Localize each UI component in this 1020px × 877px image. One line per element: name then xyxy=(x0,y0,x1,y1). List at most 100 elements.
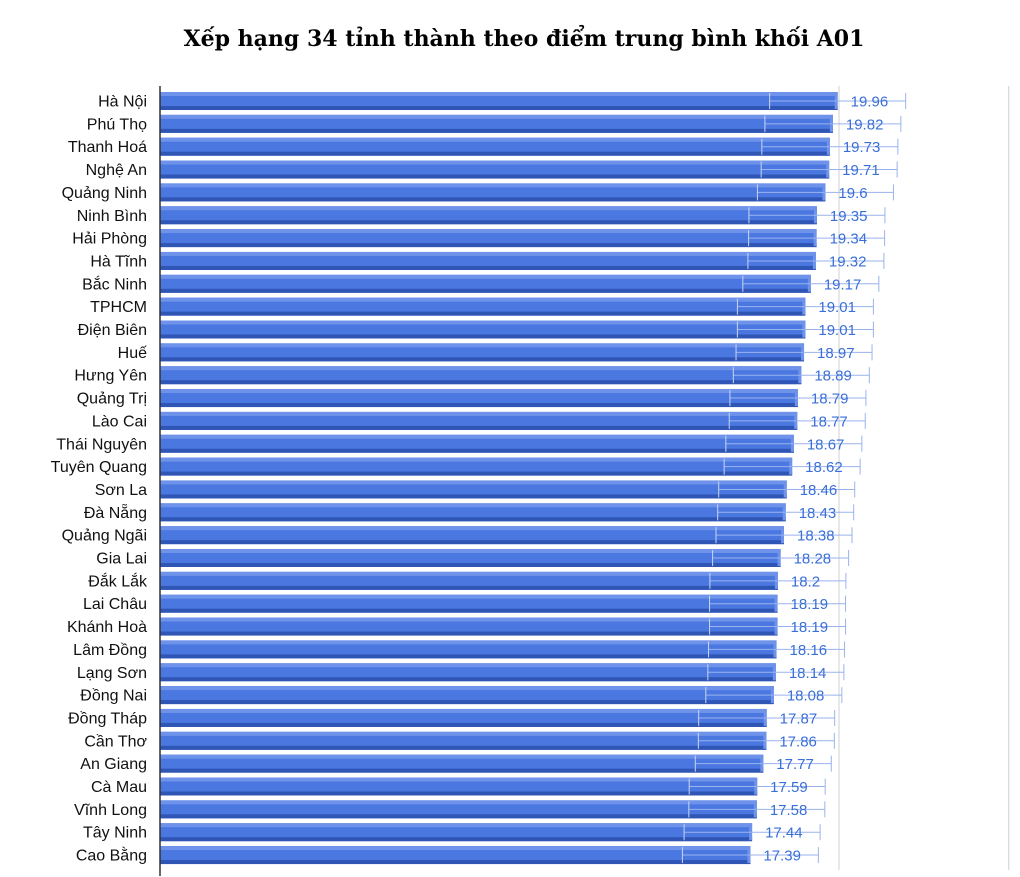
bar-shadow xyxy=(160,585,778,590)
bar-shadow xyxy=(160,380,802,385)
bar-shadow xyxy=(160,608,778,613)
bar-highlight xyxy=(160,526,785,531)
bar xyxy=(160,640,777,659)
category-label: Cà Mau xyxy=(91,779,147,796)
category-label: Hà Tĩnh xyxy=(90,253,147,270)
value-label: 19.82 xyxy=(846,116,884,133)
value-label: 17.39 xyxy=(763,848,801,865)
bar xyxy=(160,229,817,248)
bar-shadow xyxy=(160,197,826,202)
bar xyxy=(160,92,838,110)
bar-shadow xyxy=(160,288,811,293)
bar-highlight xyxy=(160,343,805,348)
category-label: Đà Nẵng xyxy=(84,503,147,522)
bar-shadow xyxy=(160,860,751,865)
category-label: Hà Nội xyxy=(98,94,147,111)
value-label: 19.6 xyxy=(838,185,867,202)
category-label: Tuyên Quang xyxy=(51,459,147,476)
category-label: Lạng Sơn xyxy=(77,665,147,682)
category-label: Đắk Lắk xyxy=(88,571,148,590)
bar-highlight xyxy=(160,411,798,416)
bar-highlight xyxy=(160,708,767,713)
bar xyxy=(160,823,753,842)
bar xyxy=(160,754,764,773)
value-label: 18.28 xyxy=(794,551,832,568)
bar-highlight xyxy=(160,389,798,394)
category-label: Quảng Ninh xyxy=(62,185,147,202)
bar-shadow xyxy=(160,677,776,682)
bar-highlight xyxy=(160,297,806,302)
bar-highlight xyxy=(160,594,778,599)
category-label: Đồng Tháp xyxy=(68,710,147,727)
category-label: Điện Biên xyxy=(78,322,147,339)
bar-shadow xyxy=(160,722,767,727)
bar-highlight xyxy=(160,503,786,508)
bar-shadow xyxy=(160,494,787,499)
bar-highlight xyxy=(160,571,778,576)
bar-highlight xyxy=(160,206,817,211)
value-label: 18.08 xyxy=(787,688,825,705)
value-label: 19.35 xyxy=(830,208,868,225)
bar-shadow xyxy=(160,311,806,316)
bar xyxy=(160,846,751,865)
value-label: 18.97 xyxy=(817,345,855,362)
bar-highlight xyxy=(160,366,802,371)
category-label: Ninh Bình xyxy=(77,208,147,225)
bar-shadow xyxy=(160,265,816,270)
value-label: 18.77 xyxy=(810,413,848,430)
chart-title: Xếp hạng 34 tỉnh thành theo điểm trung b… xyxy=(183,26,865,52)
category-label: Tây Ninh xyxy=(83,825,147,842)
bar-highlight xyxy=(160,434,794,439)
bar xyxy=(160,800,757,819)
value-label: 19.96 xyxy=(851,94,889,111)
bar xyxy=(160,411,798,430)
category-label: Hưng Yên xyxy=(74,368,147,385)
bar-shadow xyxy=(160,471,793,476)
value-label: 17.86 xyxy=(779,733,817,750)
bar xyxy=(160,343,805,362)
value-label: 18.62 xyxy=(805,459,843,476)
bar-shadow xyxy=(160,563,781,567)
value-labels: 19.96 19.82 19.73 19.71 19.6 19.35 19.34 19.32 1… xyxy=(763,94,888,865)
category-label: Bắc Ninh xyxy=(82,274,147,293)
bar-shadow xyxy=(160,791,758,796)
bar xyxy=(160,480,787,499)
bar xyxy=(160,457,793,476)
category-label: Huế xyxy=(118,345,147,362)
value-label: 19.34 xyxy=(830,231,868,248)
bar-highlight xyxy=(160,137,830,142)
bar-highlight xyxy=(160,480,787,485)
category-label: Nghệ An xyxy=(86,162,147,179)
category-labels: Hà Nội Phú Thọ Thanh Hoá Nghệ An Quảng Ninh N… xyxy=(51,94,148,865)
bar xyxy=(160,731,767,750)
value-label: 18.14 xyxy=(789,665,827,682)
category-label: An Giang xyxy=(80,756,147,773)
bar xyxy=(160,503,786,522)
value-label: 17.77 xyxy=(776,756,814,773)
bar-shadow xyxy=(160,174,830,179)
category-label: Cần Thơ xyxy=(84,733,147,750)
bar-shadow xyxy=(160,128,833,133)
bar-highlight xyxy=(160,251,816,256)
bar-shadow xyxy=(160,700,774,705)
bar xyxy=(160,549,781,567)
bar xyxy=(160,571,778,590)
value-label: 19.17 xyxy=(824,276,862,293)
category-label: Vĩnh Long xyxy=(74,802,147,819)
value-label: 19.01 xyxy=(818,322,856,339)
category-label: Cao Bằng xyxy=(76,846,147,865)
value-label: 17.44 xyxy=(765,825,803,842)
bar xyxy=(160,160,830,179)
bar-highlight xyxy=(160,92,838,96)
bar-shadow xyxy=(160,151,830,156)
bar-highlight xyxy=(160,777,758,782)
bar-shadow xyxy=(160,334,806,339)
bar-highlight xyxy=(160,640,777,645)
bar xyxy=(160,366,802,385)
value-label: 19.71 xyxy=(842,162,880,179)
value-label: 18.16 xyxy=(790,642,828,659)
value-label: 17.87 xyxy=(780,710,818,727)
bar-shadow xyxy=(160,448,794,453)
value-label: 18.43 xyxy=(799,505,837,522)
